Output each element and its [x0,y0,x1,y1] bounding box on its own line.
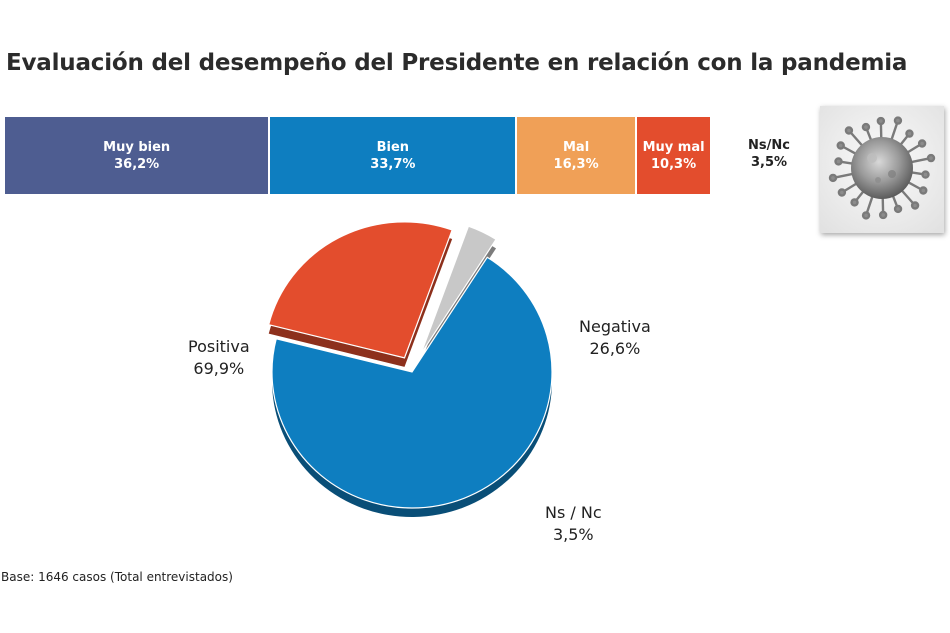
bar-value-mal: 16,3% [553,156,599,172]
bar-segment-bien: Bien 33,7% [270,117,518,194]
base-note: Base: 1646 casos (Total entrevistados) [1,570,233,584]
pie-label-negativa: Negativa 26,6% [579,316,651,360]
bar-value-bien: 33,7% [370,156,416,172]
pie-label-negativa-value: 26,6% [589,339,641,358]
pie-label-negativa-name: Negativa [579,317,651,336]
pie-slice-ns-nc [420,225,497,355]
pie-label-ns-nc-name: Ns / Nc [545,503,602,522]
bar-label-ns-nc-name: Ns/Nc [748,138,790,153]
coronavirus-icon [820,106,944,233]
pie-label-positiva-name: Positiva [188,337,250,356]
bar-segment-mal: Mal 16,3% [517,117,637,194]
pie-label-ns-nc-value: 3,5% [552,525,594,544]
bar-segment-muy-bien: Muy bien 36,2% [5,117,271,194]
bar-label-muy-mal: Muy mal [642,139,705,155]
pie-label-positiva-value: 69,9% [193,359,245,378]
pie-label-ns-nc: Ns / Nc 3,5% [545,502,602,546]
pie-label-positiva: Positiva 69,9% [188,336,250,380]
bar-value-muy-bien: 36,2% [114,156,160,172]
bar-segment-muy-mal: Muy mal 10,3% [636,117,713,194]
chart-title: Evaluación del desempeño del Presidente … [6,50,908,76]
pie-slice-positiva [271,256,553,509]
bar-label-bien: Bien [376,139,410,155]
bar-label-ns-nc: Ns/Nc 3,5% [744,137,794,171]
bar-value-muy-mal: 10,3% [651,156,697,172]
bar-label-muy-bien: Muy bien [103,139,171,155]
bar-value-ns-nc: 3,5% [750,155,788,170]
stacked-bar-chart: Muy bien 36,2% Bien 33,7% Mal 16,3% Muy … [5,117,738,194]
bar-label-mal: Mal [563,139,590,155]
pie-slice-negativa [268,221,453,359]
